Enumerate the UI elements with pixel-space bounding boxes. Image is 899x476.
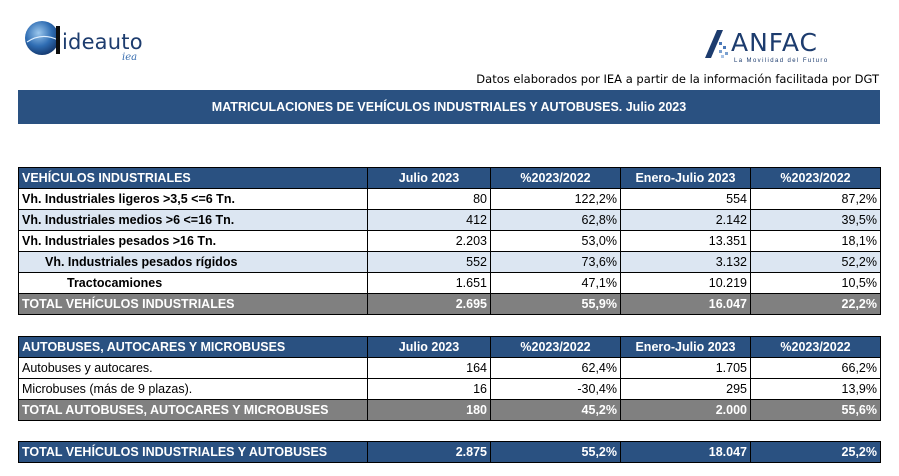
col-month-pct-header: %2023/2022 [490, 336, 621, 358]
row-label: Autobuses y autocares. [18, 357, 368, 379]
cell-ytd: 1.705 [620, 357, 751, 379]
table-row: Tractocamiones 1.651 47,1% 10.219 10,5% [18, 272, 881, 294]
grand-total-row: TOTAL VEHÍCULOS INDUSTRIALES Y AUTOBUSES… [18, 441, 881, 463]
table-row: Vh. Industriales pesados >16 Tn. 2.203 5… [18, 230, 881, 252]
row-label: Microbuses (más de 9 plazas). [18, 378, 368, 400]
row-label: Vh. Industriales medios >6 <=16 Tn. [18, 209, 368, 231]
cell-ytd: 295 [620, 378, 751, 400]
cell-ytd-pct: 22,2% [750, 293, 881, 315]
row-label: Vh. Industriales pesados rígidos [18, 251, 368, 273]
cell-ytd-pct: 18,1% [750, 230, 881, 252]
cell-month-pct: 55,9% [490, 293, 621, 315]
col-ytd-pct-header: %2023/2022 [750, 336, 881, 358]
cell-ytd: 16.047 [620, 293, 751, 315]
col-month-pct-header: %2023/2022 [490, 167, 621, 189]
total-row: TOTAL AUTOBUSES, AUTOCARES Y MICROBUSES … [18, 399, 881, 421]
report-title-banner: MATRICULACIONES DE VEHÍCULOS INDUSTRIALE… [18, 90, 880, 124]
cell-month: 2.695 [367, 293, 491, 315]
section-header: AUTOBUSES, AUTOCARES Y MICROBUSES [18, 336, 368, 358]
cell-month-pct: 62,8% [490, 209, 621, 231]
cell-month: 412 [367, 209, 491, 231]
col-ytd-header: Enero-Julio 2023 [620, 167, 751, 189]
cell-ytd-pct: 66,2% [750, 357, 881, 379]
row-label: Vh. Industriales pesados >16 Tn. [18, 230, 368, 252]
table-row: Vh. Industriales medios >6 <=16 Tn. 412 … [18, 209, 881, 231]
total-row: TOTAL VEHÍCULOS INDUSTRIALES 2.695 55,9%… [18, 293, 881, 315]
cell-month-pct: 55,2% [490, 441, 621, 463]
cell-ytd: 2.142 [620, 209, 751, 231]
ideauto-wordmark: ideauto [62, 30, 143, 54]
table-header-row: VEHÍCULOS INDUSTRIALES Julio 2023 %2023/… [18, 167, 881, 189]
cell-month: 164 [367, 357, 491, 379]
cell-month: 552 [367, 251, 491, 273]
anfac-wordmark: ANFAC [731, 28, 819, 57]
globe-icon [25, 21, 60, 55]
anfac-tagline: La Movilidad del Futuro [734, 58, 829, 64]
anfac-logo: ANFAC La Movilidad del Futuro [703, 24, 853, 68]
cell-ytd-pct: 25,2% [750, 441, 881, 463]
table-row: Autobuses y autocares. 164 62,4% 1.705 6… [18, 357, 881, 379]
industrial-vehicles-table: VEHÍCULOS INDUSTRIALES Julio 2023 %2023/… [18, 167, 881, 315]
cell-month: 180 [367, 399, 491, 421]
cell-month: 2.875 [367, 441, 491, 463]
col-month-header: Julio 2023 [367, 167, 491, 189]
report-title: MATRICULACIONES DE VEHÍCULOS INDUSTRIALE… [211, 100, 687, 114]
anfac-mark-icon [705, 30, 728, 58]
source-note: Datos elaborados por IEA a partir de la … [476, 72, 879, 86]
cell-month: 2.203 [367, 230, 491, 252]
cell-month: 1.651 [367, 272, 491, 294]
ideauto-subtitle: iea [122, 52, 138, 63]
cell-month-pct: 47,1% [490, 272, 621, 294]
cell-ytd: 2.000 [620, 399, 751, 421]
total-label: TOTAL AUTOBUSES, AUTOCARES Y MICROBUSES [18, 399, 368, 421]
cell-month: 16 [367, 378, 491, 400]
table-row: Microbuses (más de 9 plazas). 16 -30,4% … [18, 378, 881, 400]
cell-ytd: 3.132 [620, 251, 751, 273]
cell-month: 80 [367, 188, 491, 210]
cell-ytd: 554 [620, 188, 751, 210]
cell-ytd-pct: 39,5% [750, 209, 881, 231]
cell-month-pct: 45,2% [490, 399, 621, 421]
cell-ytd: 13.351 [620, 230, 751, 252]
col-ytd-header: Enero-Julio 2023 [620, 336, 751, 358]
cell-ytd-pct: 13,9% [750, 378, 881, 400]
cell-month-pct: 73,6% [490, 251, 621, 273]
cell-ytd-pct: 52,2% [750, 251, 881, 273]
cell-ytd-pct: 10,5% [750, 272, 881, 294]
cell-ytd: 18.047 [620, 441, 751, 463]
cell-ytd: 10.219 [620, 272, 751, 294]
total-label: TOTAL VEHÍCULOS INDUSTRIALES [18, 293, 368, 315]
ideauto-logo: ideauto iea [22, 16, 162, 66]
cell-month-pct: 53,0% [490, 230, 621, 252]
table-row: Vh. Industriales pesados rígidos 552 73,… [18, 251, 881, 273]
grand-total-table: TOTAL VEHÍCULOS INDUSTRIALES Y AUTOBUSES… [18, 441, 881, 463]
row-label: Vh. Industriales ligeros >3,5 <=6 Tn. [18, 188, 368, 210]
grand-total-label: TOTAL VEHÍCULOS INDUSTRIALES Y AUTOBUSES [18, 441, 368, 463]
row-label: Tractocamiones [18, 272, 368, 294]
buses-table: AUTOBUSES, AUTOCARES Y MICROBUSES Julio … [18, 336, 881, 421]
cell-ytd-pct: 55,6% [750, 399, 881, 421]
section-header: VEHÍCULOS INDUSTRIALES [18, 167, 368, 189]
table-row: Vh. Industriales ligeros >3,5 <=6 Tn. 80… [18, 188, 881, 210]
col-month-header: Julio 2023 [367, 336, 491, 358]
cell-month-pct: 122,2% [490, 188, 621, 210]
cell-month-pct: -30,4% [490, 378, 621, 400]
col-ytd-pct-header: %2023/2022 [750, 167, 881, 189]
table-header-row: AUTOBUSES, AUTOCARES Y MICROBUSES Julio … [18, 336, 881, 358]
cell-ytd-pct: 87,2% [750, 188, 881, 210]
cell-month-pct: 62,4% [490, 357, 621, 379]
